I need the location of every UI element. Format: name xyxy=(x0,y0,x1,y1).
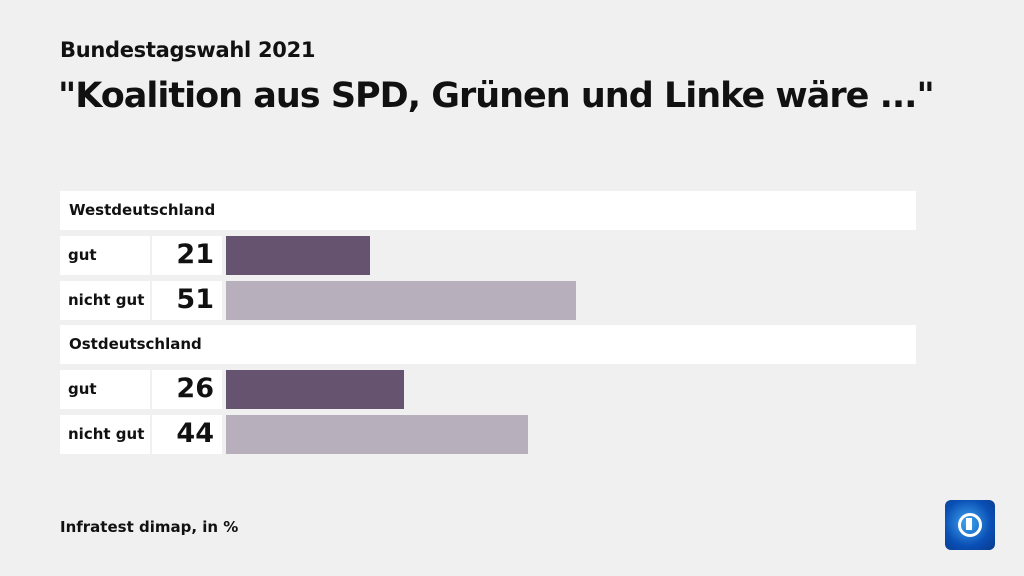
group-header: Westdeutschland xyxy=(60,191,916,230)
bar xyxy=(226,415,528,454)
value-label: 21 xyxy=(176,239,214,270)
value-label: 44 xyxy=(176,418,214,449)
value-label: 51 xyxy=(176,284,214,315)
category-cell: nicht gut xyxy=(60,415,150,454)
tagesschau-logo-icon xyxy=(945,500,995,550)
group-label: Westdeutschland xyxy=(69,201,216,219)
value-cell: 21 xyxy=(152,236,222,275)
category-label: gut xyxy=(68,246,97,264)
value-label: 26 xyxy=(176,373,214,404)
bar-row: gut 21 xyxy=(60,236,916,275)
category-cell: gut xyxy=(60,236,150,275)
category-label: gut xyxy=(68,380,97,398)
category-label: nicht gut xyxy=(68,425,145,443)
chart-title: "Koalition aus SPD, Grünen und Linke wär… xyxy=(58,76,935,116)
value-cell: 51 xyxy=(152,281,222,320)
value-cell: 26 xyxy=(152,370,222,409)
value-cell: 44 xyxy=(152,415,222,454)
category-cell: gut xyxy=(60,370,150,409)
group-label: Ostdeutschland xyxy=(69,335,202,353)
chart-subtitle: Bundestagswahl 2021 xyxy=(60,38,316,62)
group-header: Ostdeutschland xyxy=(60,325,916,364)
category-cell: nicht gut xyxy=(60,281,150,320)
bar-row: nicht gut 51 xyxy=(60,281,916,320)
bar-row: gut 26 xyxy=(60,370,916,409)
bar xyxy=(226,236,371,275)
category-label: nicht gut xyxy=(68,291,145,309)
bar xyxy=(226,281,576,320)
source-note: Infratest dimap, in % xyxy=(60,518,239,536)
bar xyxy=(226,370,405,409)
bar-row: nicht gut 44 xyxy=(60,415,916,454)
